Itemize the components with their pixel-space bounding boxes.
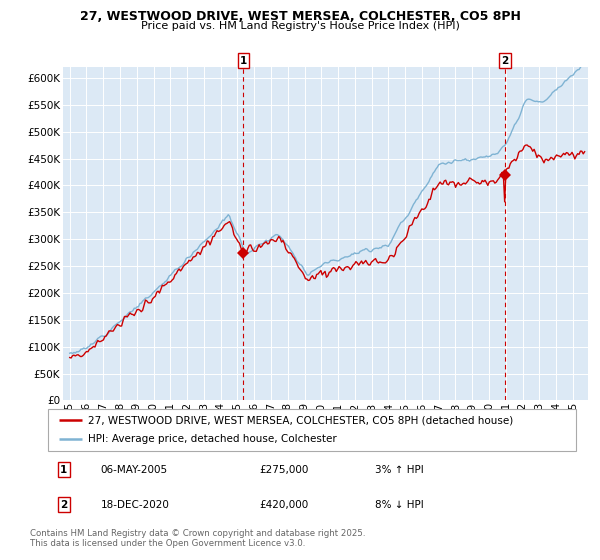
Text: 1: 1	[60, 465, 67, 475]
Text: 8% ↓ HPI: 8% ↓ HPI	[376, 500, 424, 510]
Text: Contains HM Land Registry data © Crown copyright and database right 2025.: Contains HM Land Registry data © Crown c…	[30, 529, 365, 538]
Text: 06-MAY-2005: 06-MAY-2005	[101, 465, 168, 475]
Text: 1: 1	[239, 55, 247, 66]
Text: 2: 2	[60, 500, 67, 510]
Text: 18-DEC-2020: 18-DEC-2020	[101, 500, 170, 510]
Text: Price paid vs. HM Land Registry's House Price Index (HPI): Price paid vs. HM Land Registry's House …	[140, 21, 460, 31]
Text: 3% ↑ HPI: 3% ↑ HPI	[376, 465, 424, 475]
Text: This data is licensed under the Open Government Licence v3.0.: This data is licensed under the Open Gov…	[30, 539, 305, 548]
Text: HPI: Average price, detached house, Colchester: HPI: Average price, detached house, Colc…	[88, 435, 337, 445]
Text: 27, WESTWOOD DRIVE, WEST MERSEA, COLCHESTER, CO5 8PH: 27, WESTWOOD DRIVE, WEST MERSEA, COLCHES…	[80, 10, 520, 23]
Text: 2: 2	[502, 55, 509, 66]
Text: £420,000: £420,000	[259, 500, 308, 510]
Text: 27, WESTWOOD DRIVE, WEST MERSEA, COLCHESTER, CO5 8PH (detached house): 27, WESTWOOD DRIVE, WEST MERSEA, COLCHES…	[88, 415, 513, 425]
Text: £275,000: £275,000	[259, 465, 308, 475]
FancyBboxPatch shape	[48, 409, 576, 451]
